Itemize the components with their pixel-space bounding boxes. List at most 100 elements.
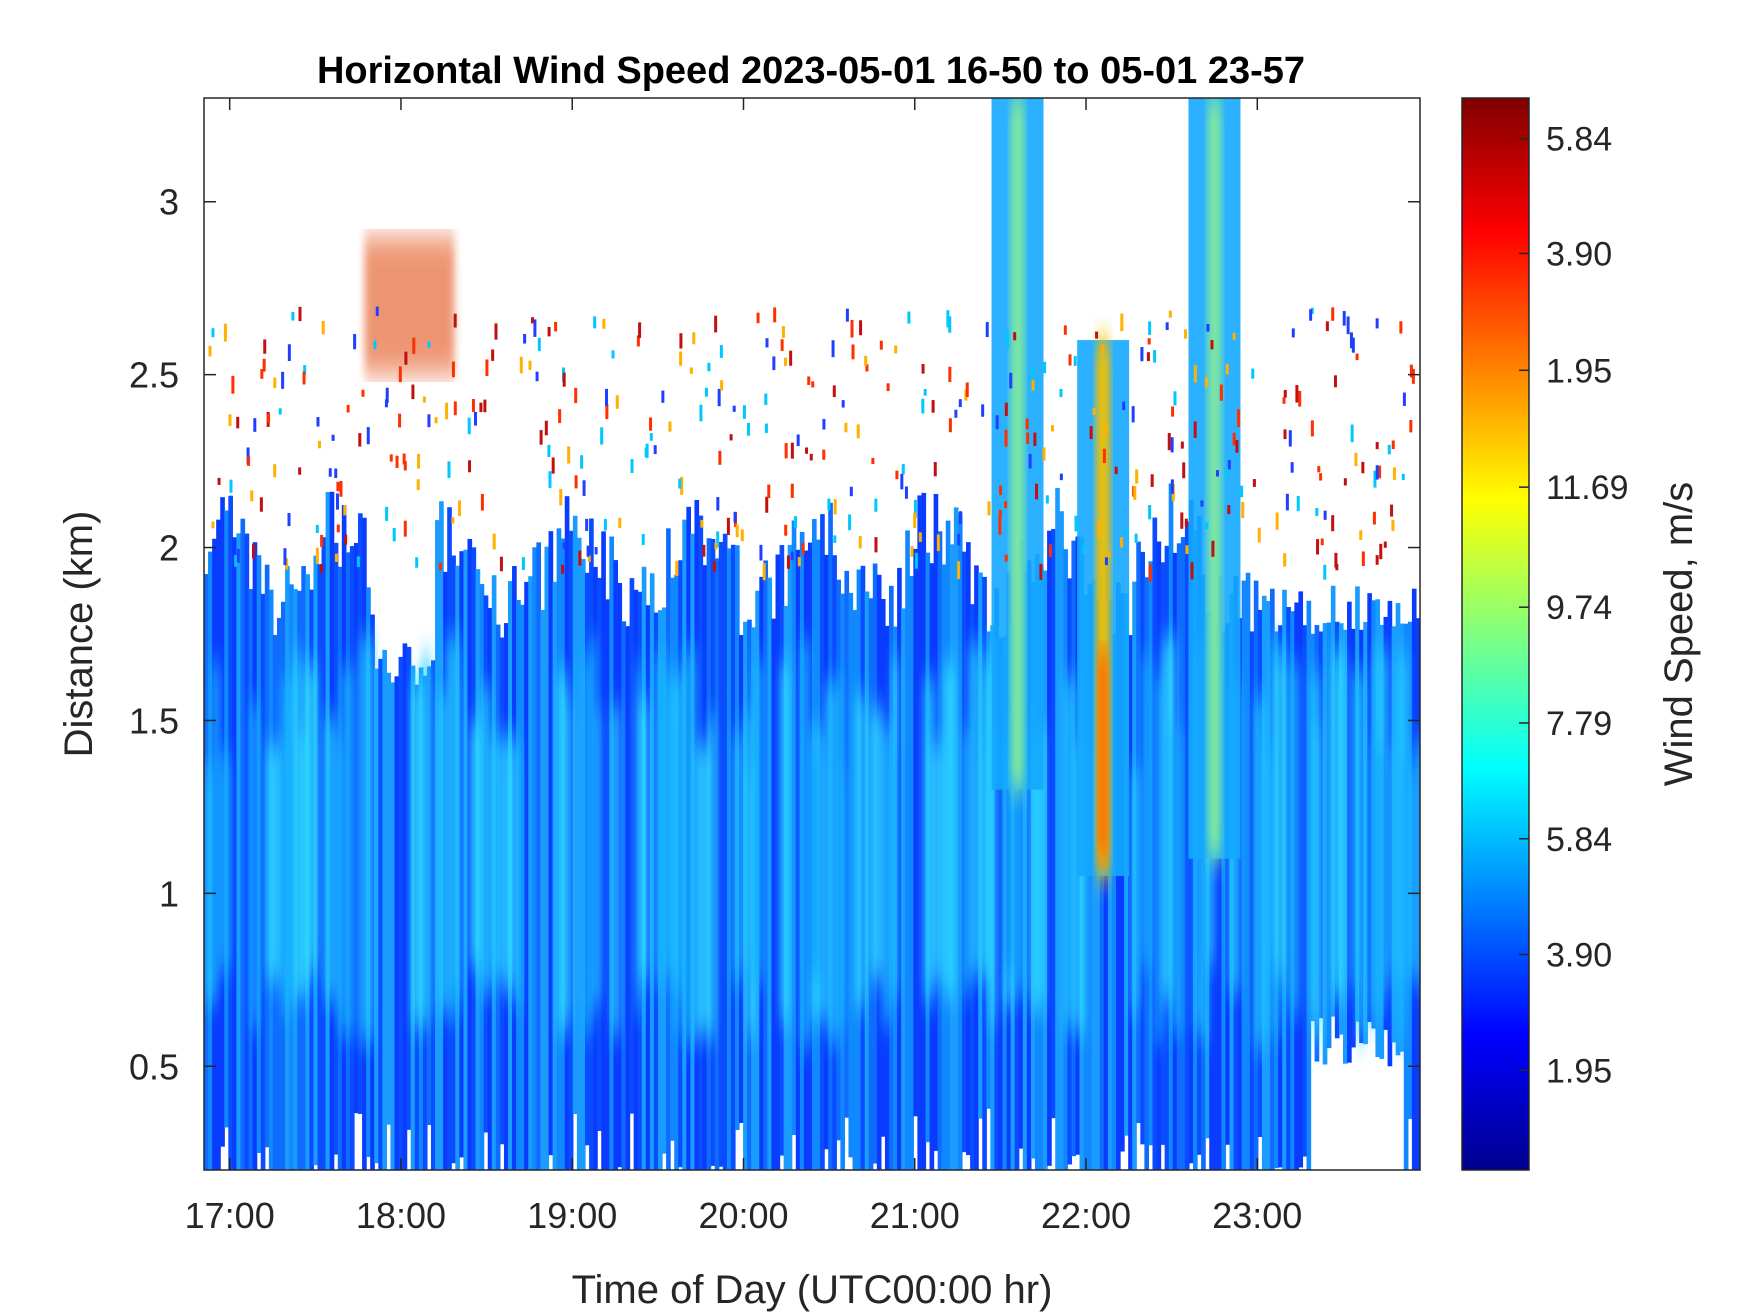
speckle	[247, 456, 251, 466]
x-tick-label: 23:00	[1212, 1195, 1302, 1236]
speckle	[1101, 344, 1105, 355]
heatmap-streak	[653, 653, 669, 986]
x-axis-title: Time of Day (UTC00:00 hr)	[572, 1268, 1053, 1312]
speckle	[1104, 557, 1108, 566]
heatmap-column	[1322, 623, 1328, 1065]
speckle	[567, 446, 571, 464]
speckle	[336, 481, 340, 492]
heatmap-column	[787, 544, 793, 1170]
speckle	[422, 396, 426, 403]
heatmap-streak	[1414, 737, 1420, 987]
speckle	[1035, 483, 1039, 500]
heatmap-column	[576, 537, 582, 1170]
heatmap-field	[204, 98, 1420, 1170]
heatmap-column	[1387, 600, 1393, 1067]
speckle	[521, 557, 525, 571]
speckle	[211, 328, 215, 338]
speckle	[1095, 331, 1099, 339]
speckle	[987, 501, 991, 516]
speckle	[1171, 406, 1175, 417]
speckle	[1033, 432, 1037, 447]
heatmap-column	[649, 573, 655, 1170]
speckle	[712, 561, 716, 572]
speckle	[471, 398, 475, 412]
heatmap-column	[1367, 593, 1372, 1022]
speckle	[1031, 380, 1035, 391]
speckle	[1210, 339, 1214, 350]
speckle	[499, 556, 503, 572]
speckle	[1375, 555, 1379, 565]
speckle	[1275, 512, 1279, 530]
heatmap-column	[1111, 633, 1117, 1170]
heatmap-streak	[709, 713, 716, 1039]
speckle	[1399, 321, 1403, 334]
speckle	[298, 306, 302, 322]
speckle	[1349, 332, 1353, 349]
heatmap-streak	[479, 685, 492, 995]
speckle	[716, 497, 720, 511]
heatmap-column	[520, 604, 525, 1170]
heatmap-streak	[854, 694, 866, 1009]
speckle	[587, 555, 591, 562]
speckle	[523, 333, 527, 344]
speckle	[729, 434, 733, 441]
colorbar: 1.95 3.90 5.84 7.79 9.74 11.69 1.95 3.90 5.84 Wi…	[1461, 97, 1701, 1171]
speckle	[1170, 479, 1174, 494]
speckle	[453, 401, 457, 416]
speckle	[1295, 385, 1299, 403]
heatmap-column	[540, 609, 546, 1170]
heatmap-column	[528, 576, 533, 1170]
speckle	[1375, 442, 1379, 450]
speckle	[485, 359, 489, 377]
colorbar-tick-label: 11.69	[1546, 469, 1629, 507]
speckle	[1409, 419, 1413, 433]
heatmap-column	[1043, 570, 1048, 1170]
speckle	[434, 417, 438, 424]
speckle	[1140, 347, 1144, 362]
heatmap-streak	[751, 659, 765, 983]
speckle	[427, 414, 431, 428]
speckle	[317, 440, 321, 449]
heatmap-column	[463, 549, 469, 1170]
heatmap-streak	[1030, 728, 1046, 1011]
speckle	[1173, 391, 1177, 406]
speckle	[797, 557, 801, 567]
speckle	[548, 471, 552, 488]
heatmap-streak	[1401, 756, 1412, 980]
heatmap-column	[386, 672, 392, 1125]
heatmap-column	[353, 542, 359, 1114]
speckle	[1004, 402, 1008, 417]
speckle	[1205, 522, 1209, 530]
speckle	[1114, 466, 1118, 475]
heatmap-column	[629, 578, 635, 1114]
speckle	[742, 405, 746, 419]
colorbar-tick-label: 3.90	[1546, 235, 1612, 273]
speckle	[630, 459, 634, 474]
speckle	[389, 454, 393, 462]
heatmap-column	[1306, 600, 1312, 1170]
heatmap-column	[957, 512, 963, 1170]
speckle	[618, 517, 622, 529]
speckle	[298, 467, 302, 475]
speckle	[1184, 329, 1188, 339]
heatmap-column	[1051, 529, 1056, 1119]
heatmap-streak	[445, 636, 461, 988]
speckle	[1039, 563, 1043, 580]
speckle	[661, 390, 665, 403]
speckle	[699, 404, 703, 422]
speckle	[458, 500, 462, 516]
speckle	[551, 457, 555, 474]
heatmap-core	[204, 635, 1420, 1049]
speckle	[302, 371, 306, 385]
speckle	[679, 351, 683, 366]
heatmap-column	[374, 668, 379, 1164]
speckle	[948, 418, 952, 433]
speckle	[831, 340, 835, 358]
heatmap-streak	[967, 643, 983, 976]
speckle	[718, 450, 722, 465]
speckle	[645, 443, 649, 459]
speckle	[848, 514, 852, 531]
speckle	[267, 413, 271, 423]
speckle	[784, 524, 788, 536]
plume-core	[1207, 98, 1222, 859]
